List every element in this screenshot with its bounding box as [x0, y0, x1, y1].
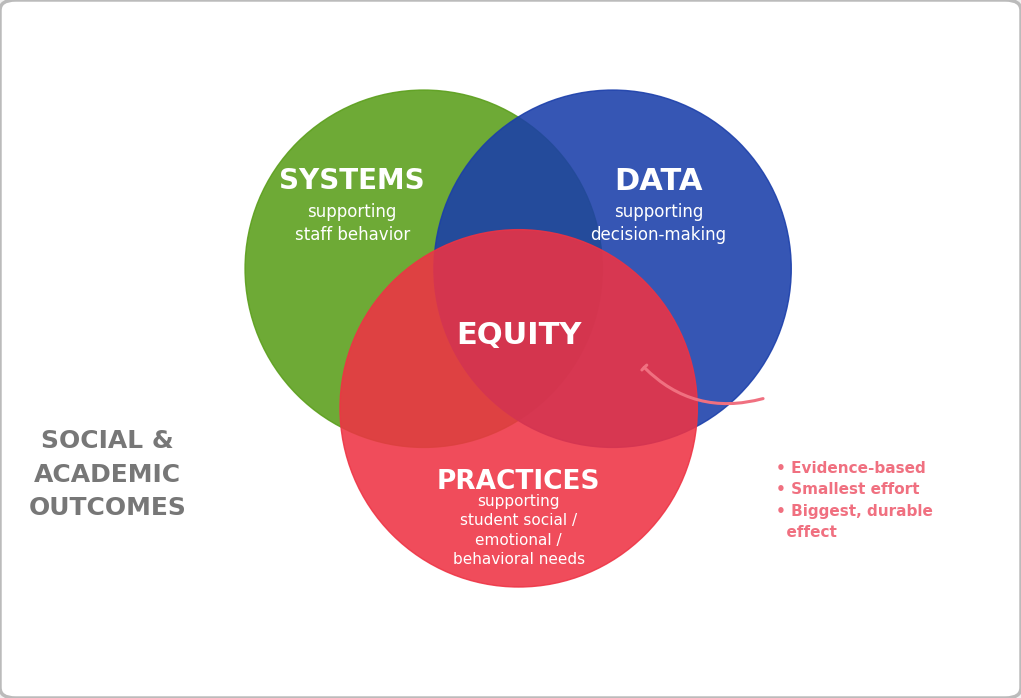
Text: • Evidence-based
• Smallest effort
• Biggest, durable
  effect: • Evidence-based • Smallest effort • Big… [776, 461, 933, 540]
Text: supporting
decision-making: supporting decision-making [590, 202, 727, 244]
Ellipse shape [434, 90, 791, 447]
Text: EQUITY: EQUITY [456, 320, 581, 350]
Text: SYSTEMS: SYSTEMS [280, 168, 425, 195]
Text: DATA: DATA [615, 167, 702, 196]
Text: supporting
staff behavior: supporting staff behavior [295, 202, 409, 244]
Text: SOCIAL &
ACADEMIC
OUTCOMES: SOCIAL & ACADEMIC OUTCOMES [29, 429, 186, 520]
Text: supporting
student social /
emotional /
behavioral needs: supporting student social / emotional / … [452, 494, 585, 567]
Ellipse shape [340, 230, 697, 587]
Ellipse shape [245, 90, 602, 447]
Text: PRACTICES: PRACTICES [437, 468, 600, 495]
